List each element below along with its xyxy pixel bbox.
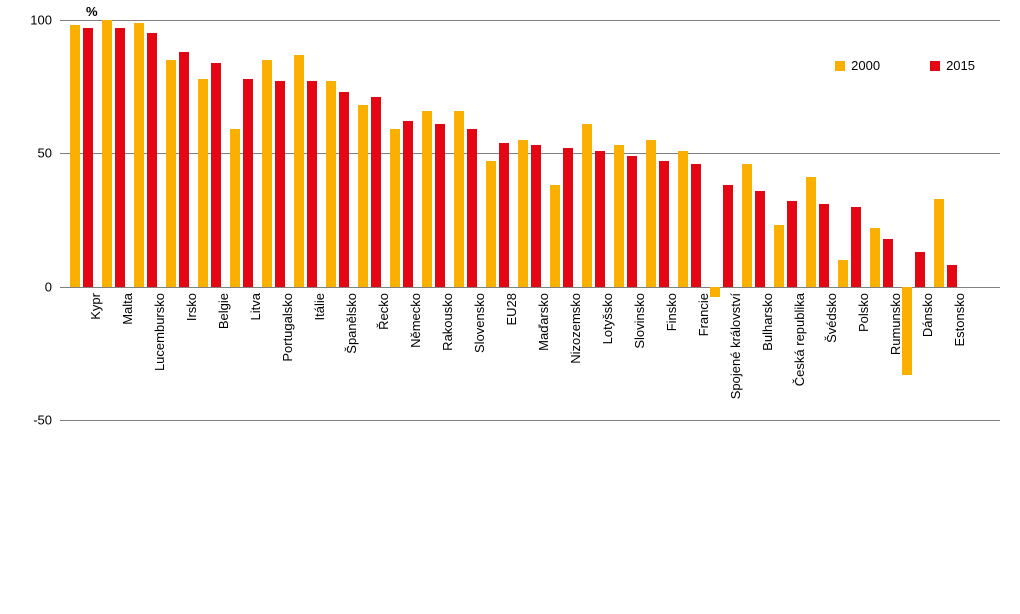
x-tick-label: Slovensko bbox=[472, 293, 487, 353]
x-tick-label: Estonsko bbox=[952, 293, 967, 346]
bar bbox=[947, 265, 957, 286]
bar bbox=[435, 124, 445, 287]
y-tick-label: 100 bbox=[30, 13, 52, 28]
x-tick-label: Belgie bbox=[216, 293, 231, 329]
y-tick-label: -50 bbox=[33, 413, 52, 428]
bar bbox=[550, 185, 560, 286]
y-tick-label: 50 bbox=[38, 146, 52, 161]
bar bbox=[134, 23, 144, 287]
x-tick-label: Bulharsko bbox=[760, 293, 775, 351]
x-tick-label: Litva bbox=[248, 293, 263, 320]
bar bbox=[678, 151, 688, 287]
x-tick-label: Malta bbox=[120, 293, 135, 325]
x-tick-label: Česká republika bbox=[792, 293, 807, 386]
x-tick-label: Polsko bbox=[856, 293, 871, 332]
bar bbox=[915, 252, 925, 287]
bar bbox=[582, 124, 592, 287]
bar bbox=[307, 81, 317, 286]
bar bbox=[403, 121, 413, 286]
bar bbox=[659, 161, 669, 286]
bar bbox=[422, 111, 432, 287]
bar bbox=[70, 25, 80, 286]
bar bbox=[147, 33, 157, 286]
x-tick-label: Portugalsko bbox=[280, 293, 295, 362]
bar bbox=[563, 148, 573, 287]
x-tick-label: Dánsko bbox=[920, 293, 935, 337]
bar bbox=[499, 143, 509, 287]
x-tick-label: Maďarsko bbox=[536, 293, 551, 351]
x-tick-label: EU28 bbox=[504, 293, 519, 326]
y-tick-label: 0 bbox=[45, 279, 52, 294]
bar bbox=[883, 239, 893, 287]
bar bbox=[294, 55, 304, 287]
x-tick-label: Švédsko bbox=[824, 293, 839, 343]
bar bbox=[787, 201, 797, 286]
y-axis-unit-label: % bbox=[86, 4, 98, 19]
bar bbox=[742, 164, 752, 287]
bar bbox=[531, 145, 541, 286]
bar bbox=[723, 185, 733, 286]
bar bbox=[115, 28, 125, 287]
x-tick-label: Slovinsko bbox=[632, 293, 647, 349]
gridline bbox=[60, 420, 1000, 421]
bar bbox=[371, 97, 381, 286]
bar bbox=[262, 60, 272, 287]
bar bbox=[390, 129, 400, 286]
bar bbox=[339, 92, 349, 287]
bar bbox=[230, 129, 240, 286]
x-tick-label: Nizozemsko bbox=[568, 293, 583, 364]
bar bbox=[902, 287, 912, 375]
bar bbox=[243, 79, 253, 287]
x-tick-label: Německo bbox=[408, 293, 423, 348]
x-tick-label: Rakousko bbox=[440, 293, 455, 351]
bar bbox=[870, 228, 880, 287]
x-tick-label: Itálie bbox=[312, 293, 327, 320]
x-tick-label: Rumunsko bbox=[888, 293, 903, 355]
bar bbox=[595, 151, 605, 287]
x-tick-label: Španělsko bbox=[344, 293, 359, 354]
x-tick-label: Řecko bbox=[376, 293, 391, 330]
bar bbox=[454, 111, 464, 287]
x-tick-label: Francie bbox=[696, 293, 711, 336]
x-tick-label: Spojené království bbox=[728, 293, 743, 399]
bar bbox=[646, 140, 656, 287]
bar bbox=[774, 225, 784, 286]
bar bbox=[486, 161, 496, 286]
bar bbox=[934, 199, 944, 287]
x-tick-label: Lucembursko bbox=[152, 293, 167, 371]
bar bbox=[691, 164, 701, 287]
bar bbox=[518, 140, 528, 287]
bar bbox=[851, 207, 861, 287]
bar bbox=[102, 20, 112, 287]
bar bbox=[275, 81, 285, 286]
bar bbox=[83, 28, 93, 287]
bar bbox=[755, 191, 765, 287]
x-tick-label: Kypr bbox=[88, 293, 103, 320]
bar bbox=[211, 63, 221, 287]
bar bbox=[198, 79, 208, 287]
bar bbox=[819, 204, 829, 287]
bar bbox=[467, 129, 477, 286]
x-tick-label: Finsko bbox=[664, 293, 679, 331]
bar bbox=[710, 287, 720, 298]
bar bbox=[358, 105, 368, 286]
bar bbox=[326, 81, 336, 286]
x-tick-label: Lotyšsko bbox=[600, 293, 615, 344]
bar bbox=[838, 260, 848, 287]
bar bbox=[627, 156, 637, 287]
x-tick-label: Irsko bbox=[184, 293, 199, 321]
plot-area bbox=[60, 20, 1000, 420]
bar bbox=[806, 177, 816, 286]
bar bbox=[166, 60, 176, 287]
bar bbox=[179, 52, 189, 287]
bar bbox=[614, 145, 624, 286]
